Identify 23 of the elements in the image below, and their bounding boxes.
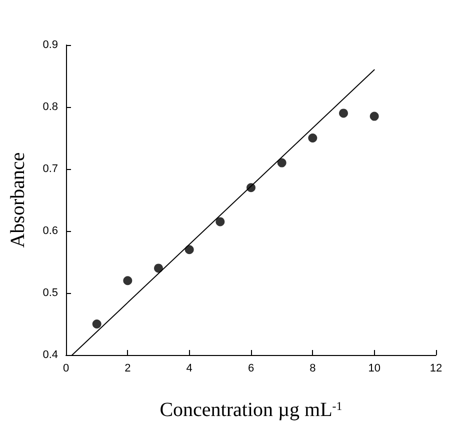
y-tick-label: 0.6 <box>42 225 58 237</box>
x-tick-label: 12 <box>430 362 442 374</box>
point <box>123 276 132 286</box>
point <box>277 158 286 168</box>
point <box>184 245 194 254</box>
point <box>370 112 379 121</box>
point <box>339 108 348 118</box>
y-tick-label: 0.9 <box>42 39 58 51</box>
x-tick-label: 2 <box>124 362 131 374</box>
y-axis-title: Absorbance <box>7 152 29 248</box>
x-tick-label: 10 <box>368 362 380 374</box>
y-tick-label: 0.8 <box>42 101 58 113</box>
x-tick-label: 6 <box>248 362 254 374</box>
y-tick-label: 0.4 <box>42 349 58 361</box>
point <box>216 217 225 226</box>
x-tick-label: 4 <box>186 362 192 374</box>
point <box>154 264 163 273</box>
point <box>308 134 318 142</box>
y-tick-label: 0.7 <box>42 163 58 175</box>
point <box>92 320 102 328</box>
y-tick-label: 0.5 <box>42 287 58 299</box>
x-tick-label: 8 <box>310 362 316 374</box>
x-tick-label: 0 <box>62 362 70 374</box>
